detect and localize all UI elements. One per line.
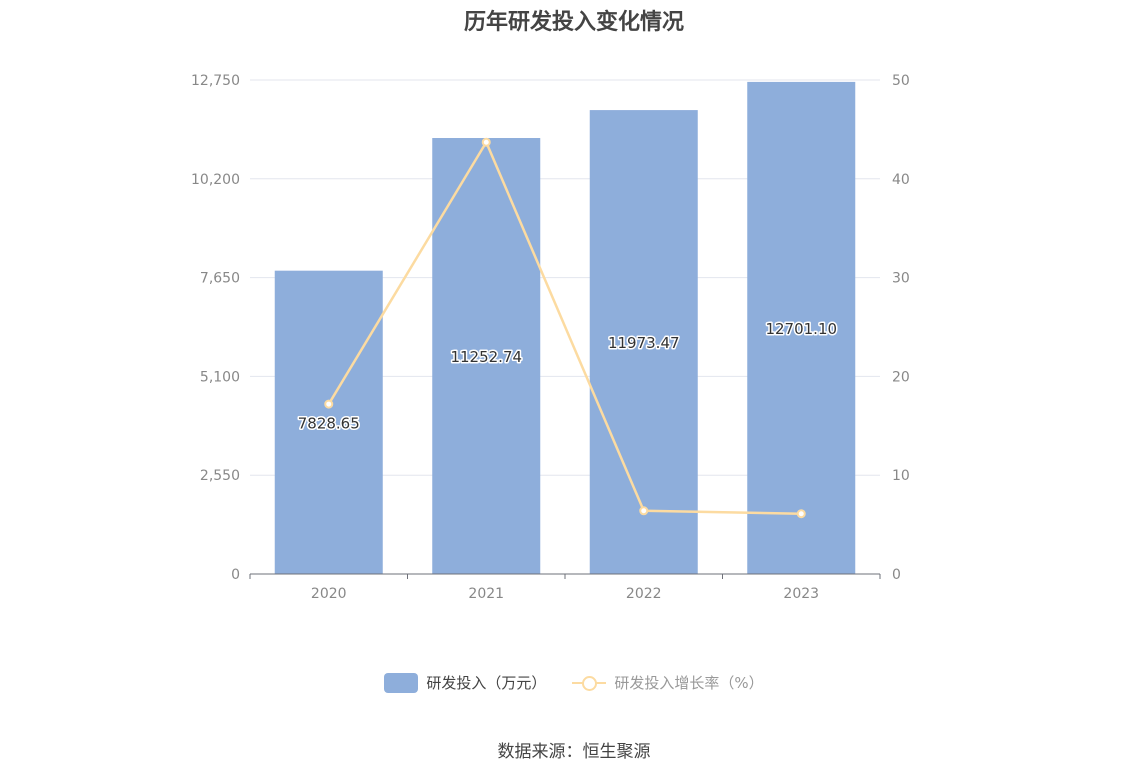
y-right-tick-label: 50 (892, 73, 910, 89)
legend-bar-swatch (384, 672, 419, 693)
legend-line-swatch (572, 673, 607, 693)
y-left-tick-label: 10,200 (191, 172, 240, 188)
growth-line (327, 140, 802, 515)
bar (747, 81, 856, 574)
bar-data-label: 12701.10 (765, 320, 837, 338)
growth-line-series (324, 137, 806, 519)
chart-plot: 0 2,550 5,100 7,650 10,200 12,750 0 10 20 30 40 50 2… (191, 73, 910, 602)
x-tick-label: 2020 (311, 586, 347, 602)
bar-series (274, 81, 856, 575)
y-right-tick-label: 20 (892, 369, 910, 385)
y-left-tick-label: 7,650 (200, 271, 240, 287)
y-left-tick-label: 2,550 (200, 468, 240, 484)
chart-title: 历年研发投入变化情况 (463, 10, 684, 35)
y-right-tick-label: 40 (892, 172, 910, 188)
y-left-tick-label: 5,100 (200, 369, 240, 385)
y-left-tick-label: 12,750 (191, 73, 240, 89)
growth-point (324, 399, 334, 409)
legend-item-growth-rate[interactable]: 研发投入增长率（%） (572, 672, 764, 693)
bar (432, 138, 541, 575)
growth-point (481, 137, 491, 147)
growth-point (639, 506, 649, 516)
y-left-tick-label: 0 (231, 567, 240, 583)
x-tick-label: 2023 (783, 586, 819, 602)
bar (274, 270, 383, 574)
growth-point (796, 509, 806, 519)
bar-data-label: 7828.65 (298, 414, 360, 432)
legend-item-rd-investment[interactable]: 研发投入（万元） (384, 672, 546, 693)
y-right-tick-label: 10 (892, 468, 910, 484)
legend-label-growth-rate: 研发投入增长率（%） (614, 674, 764, 692)
bar (589, 110, 698, 574)
data-source: 数据来源：恒生聚源 (497, 742, 651, 762)
axes: 0 2,550 5,100 7,650 10,200 12,750 0 10 20 30 40 50 2… (191, 73, 910, 602)
y-right-tick-label: 30 (892, 271, 910, 287)
y-right-tick-label: 0 (892, 567, 901, 583)
bar-data-label: 11252.74 (450, 348, 522, 366)
x-tick-label: 2022 (626, 586, 662, 602)
data-labels: 7828.65 11252.74 11973.47 12701.10 (296, 318, 838, 433)
legend: 研发投入（万元） 研发投入增长率（%） (0, 672, 1148, 693)
legend-label-rd-investment: 研发投入（万元） (426, 674, 547, 692)
bar-data-label: 11973.47 (608, 334, 680, 352)
x-tick-label: 2021 (468, 586, 504, 602)
